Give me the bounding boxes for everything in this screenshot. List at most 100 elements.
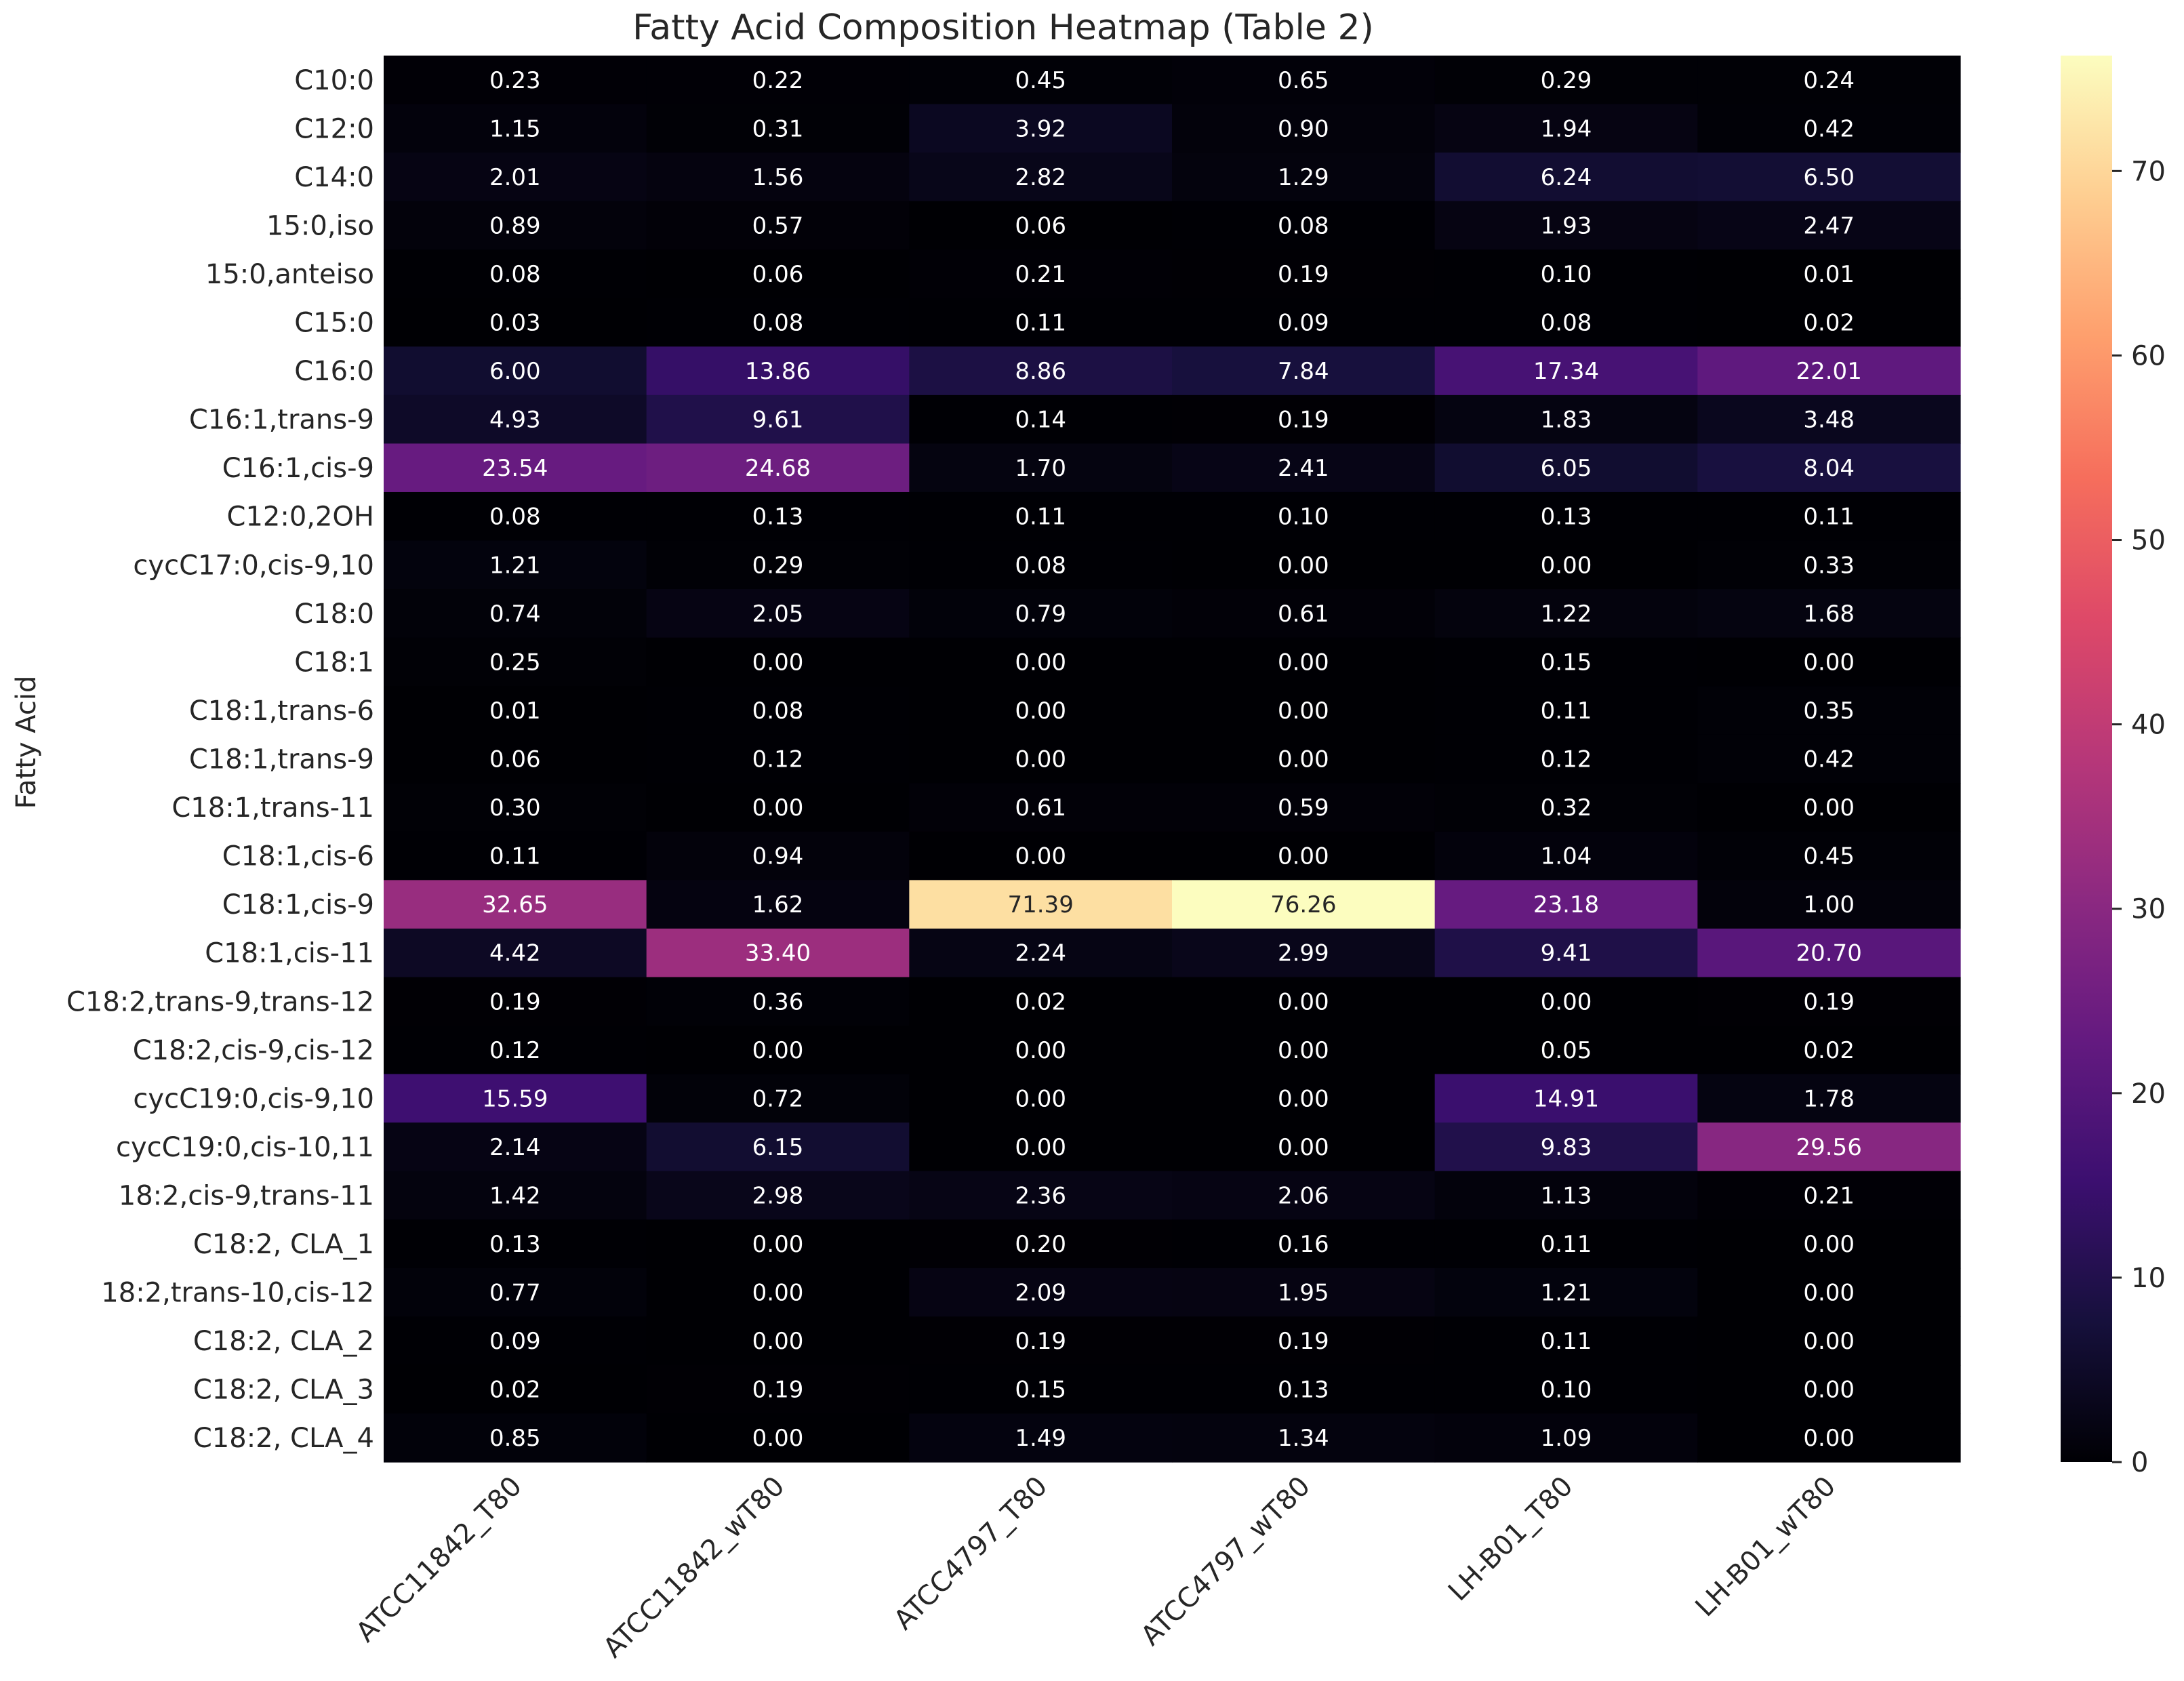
heatmap-cell	[1172, 880, 1436, 929]
heatmap-cell	[384, 1316, 647, 1366]
cell-value-label: 0.13	[1541, 504, 1592, 531]
cell-value-label: 29.56	[1796, 1134, 1861, 1161]
cell-value-label: 0.36	[752, 988, 804, 1015]
cell-value-label: 1.22	[1541, 601, 1592, 628]
heatmap-cell	[1172, 153, 1436, 202]
heatmap-cell	[909, 637, 1173, 687]
heatmap-cell	[1697, 346, 1961, 396]
cell-value-label: 0.45	[1015, 67, 1066, 94]
cell-value-label: 0.00	[1803, 1377, 1855, 1404]
heatmap-cell	[1172, 346, 1436, 396]
heatmap-cell	[909, 928, 1173, 978]
cell-value-label: 0.32	[1541, 794, 1592, 822]
colorbar-tick-label: 20	[2131, 1078, 2166, 1110]
cell-value-label: 0.74	[489, 601, 541, 628]
heatmap-cell	[1697, 1364, 1961, 1415]
heatmap-cell	[1434, 298, 1698, 347]
cell-value-label: 0.00	[1015, 843, 1066, 870]
cell-value-label: 0.11	[489, 843, 541, 870]
cell-value-label: 13.86	[745, 358, 811, 385]
cell-value-label: 0.30	[489, 794, 541, 822]
colorbar-gradient	[2061, 56, 2112, 1462]
cell-value-label: 0.00	[752, 794, 804, 822]
heatmap-cell	[384, 394, 647, 445]
heatmap-cell	[909, 686, 1173, 735]
cell-value-label: 0.11	[1015, 504, 1066, 531]
heatmap-cell	[1434, 1364, 1698, 1415]
cell-value-label: 0.02	[1803, 310, 1855, 337]
cell-value-label: 0.08	[752, 697, 804, 725]
cell-value-label: 0.00	[752, 1328, 804, 1355]
cell-value-label: 0.00	[1278, 1085, 1329, 1112]
heatmap-cell	[1697, 1171, 1961, 1220]
cell-value-label: 76.26	[1270, 891, 1336, 918]
cell-value-label: 0.00	[1803, 1231, 1855, 1258]
cell-value-label: 0.08	[752, 310, 804, 337]
heatmap-cell	[909, 734, 1173, 784]
cell-value-label: 0.45	[1803, 843, 1855, 870]
cell-value-label: 0.21	[1803, 1182, 1855, 1209]
heatmap-cell	[909, 1268, 1173, 1317]
row-label: C16:0	[294, 356, 374, 387]
cell-value-label: 1.04	[1541, 843, 1592, 870]
cell-value-label: 0.15	[1541, 649, 1592, 676]
heatmap-cell	[1434, 153, 1698, 202]
heatmap-cell	[1697, 298, 1961, 347]
heatmap-cell	[909, 56, 1173, 105]
cell-value-label: 0.19	[1803, 988, 1855, 1015]
colorbar: 0 10 20 30 40 50 60 70	[2061, 56, 2166, 1478]
heatmap-cell	[1172, 1219, 1436, 1269]
cell-value-label: 2.99	[1278, 940, 1329, 967]
heatmap-cell	[909, 1026, 1173, 1075]
cell-value-label: 0.59	[1278, 794, 1329, 822]
heatmap-cell	[1172, 686, 1436, 735]
cell-value-label: 0.19	[489, 988, 541, 1015]
cell-value-label: 8.04	[1803, 455, 1855, 482]
heatmap-cell	[1172, 1026, 1436, 1075]
cell-value-label: 0.61	[1278, 601, 1329, 628]
cell-value-label: 1.00	[1803, 891, 1855, 918]
heatmap-cell	[1434, 1171, 1698, 1220]
cell-value-label: 0.13	[1278, 1377, 1329, 1404]
cell-value-label: 0.06	[489, 746, 541, 773]
column-label: ATCC4797_wT80	[1135, 1471, 1316, 1652]
heatmap-cell	[384, 346, 647, 396]
y-axis-label: Fatty Acid	[11, 676, 42, 809]
heatmap-cell	[909, 783, 1173, 832]
row-label: C10:0	[294, 65, 374, 96]
cell-value-label: 20.70	[1796, 940, 1861, 967]
heatmap-cell	[1172, 928, 1436, 978]
heatmap-cell	[1697, 1074, 1961, 1123]
row-labels: C10:0 C12:0 C14:0 15:0,iso 15:0,anteiso C15:0…	[66, 65, 374, 1454]
heatmap-cell	[1434, 880, 1698, 929]
cell-value-label: 0.08	[489, 504, 541, 531]
heatmap-cell	[384, 734, 647, 784]
cell-value-label: 0.10	[1541, 261, 1592, 288]
heatmap-cell	[384, 201, 647, 250]
cell-value-label: 0.14	[1015, 407, 1066, 434]
cell-value-label: 1.09	[1541, 1425, 1592, 1452]
heatmap-cell	[1172, 1268, 1436, 1317]
cell-value-label: 6.15	[752, 1134, 804, 1161]
row-label: C18:1,cis-11	[205, 938, 374, 969]
heatmap-cell	[1434, 1219, 1698, 1269]
cell-value-label: 2.09	[1015, 1280, 1066, 1307]
heatmap-cell	[1434, 831, 1698, 880]
cell-value-label: 0.01	[1803, 261, 1855, 288]
cell-value-label: 0.00	[1278, 552, 1329, 579]
heatmap-cell	[384, 491, 647, 542]
cell-value-label: 1.78	[1803, 1085, 1855, 1112]
cell-value-label: 0.08	[489, 261, 541, 288]
heatmap-cell	[1697, 153, 1961, 202]
cell-value-label: 0.00	[1015, 1037, 1066, 1064]
heatmap-cell	[646, 394, 910, 445]
heatmap-cell	[1434, 443, 1698, 493]
heatmap-cell	[646, 1219, 910, 1269]
heatmap-cell	[909, 977, 1173, 1026]
cell-value-label: 0.94	[752, 843, 804, 870]
row-label: 15:0,iso	[266, 210, 374, 241]
cell-value-label: 0.85	[489, 1425, 541, 1452]
heatmap-cell	[384, 1074, 647, 1123]
cell-value-label: 0.42	[1803, 746, 1855, 773]
cell-value-label: 9.83	[1541, 1134, 1592, 1161]
